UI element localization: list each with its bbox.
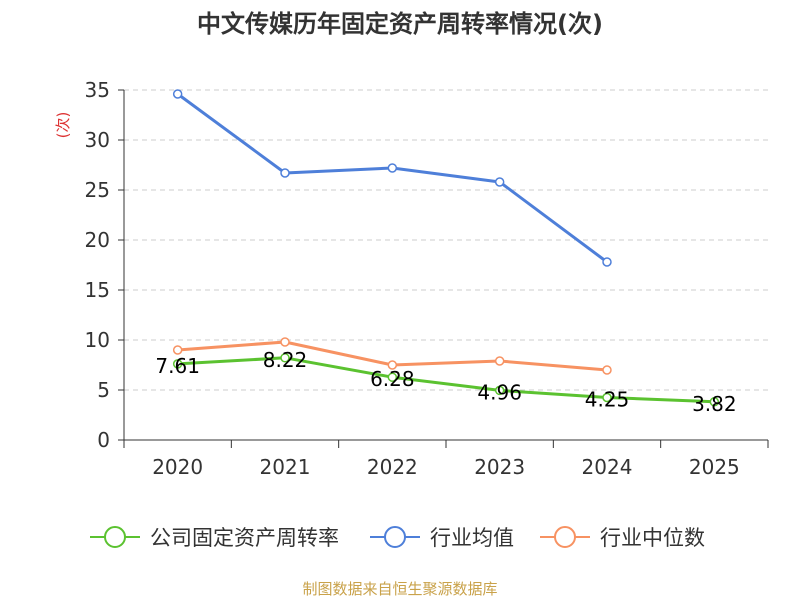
legend-item[interactable]: 行业中位数 <box>540 526 705 550</box>
chart-title: 中文传媒历年固定资产周转率情况(次) <box>197 10 603 38</box>
legend-item[interactable]: 行业均值 <box>370 526 514 550</box>
data-point <box>172 359 183 369</box>
data-point <box>602 257 612 267</box>
legend[interactable]: 公司固定资产周转率 行业均值 行业中位数 <box>90 526 705 550</box>
data-label: 3.82 <box>692 392 737 416</box>
legend-label: 行业均值 <box>430 526 514 550</box>
data-point <box>494 385 505 396</box>
data-point <box>280 337 290 347</box>
data-point <box>494 356 505 366</box>
x-tick-label: 2023 <box>474 455 525 479</box>
legend-marker-icon <box>104 526 126 548</box>
y-tick-label: 35 <box>85 78 110 102</box>
x-tick-label: 2025 <box>689 455 740 479</box>
data-point <box>709 397 720 407</box>
y-tick-label: 25 <box>85 178 110 202</box>
series-layer <box>172 89 720 407</box>
data-point <box>602 365 612 375</box>
x-tick-label: 2021 <box>260 455 311 479</box>
data-label: 8.22 <box>263 348 308 372</box>
legend-label: 公司固定资产周转率 <box>150 526 339 550</box>
data-point <box>387 163 398 173</box>
series-line <box>177 356 715 404</box>
series-line <box>176 92 608 264</box>
y-axis-label: (次) <box>54 112 72 139</box>
y-tick-label: 0 <box>97 428 110 452</box>
data-point <box>387 372 398 382</box>
data-label: 6.28 <box>370 367 415 391</box>
x-tick-label: 2022 <box>367 455 418 479</box>
legend-label: 行业中位数 <box>600 526 705 550</box>
legend-marker-icon <box>384 526 406 548</box>
data-point <box>602 392 612 403</box>
data-label: 4.25 <box>585 388 630 412</box>
legend-marker-icon <box>554 526 576 548</box>
data-point <box>172 89 183 99</box>
source-note: 制图数据来自恒生聚源数据库 <box>302 580 498 598</box>
data-point <box>280 168 290 178</box>
label-layer: 7.61 8.22 6.28 4.96 4.25 3.82 <box>155 348 736 416</box>
y-tick-label: 10 <box>85 328 110 352</box>
x-tick-label: 2024 <box>582 455 633 479</box>
data-point <box>494 177 505 187</box>
data-point <box>280 353 290 363</box>
y-tick-label: 5 <box>97 378 110 402</box>
data-label: 7.61 <box>155 354 200 378</box>
data-point <box>387 360 398 370</box>
x-tick-label: 2020 <box>152 455 203 479</box>
data-label: 4.96 <box>477 380 522 404</box>
y-tick-label: 30 <box>85 128 110 152</box>
y-tick-label: 15 <box>85 278 110 302</box>
y-tick-label: 20 <box>85 228 110 252</box>
grid-layer <box>124 89 768 391</box>
legend-item[interactable]: 公司固定资产周转率 <box>90 526 339 550</box>
data-point <box>172 345 183 355</box>
